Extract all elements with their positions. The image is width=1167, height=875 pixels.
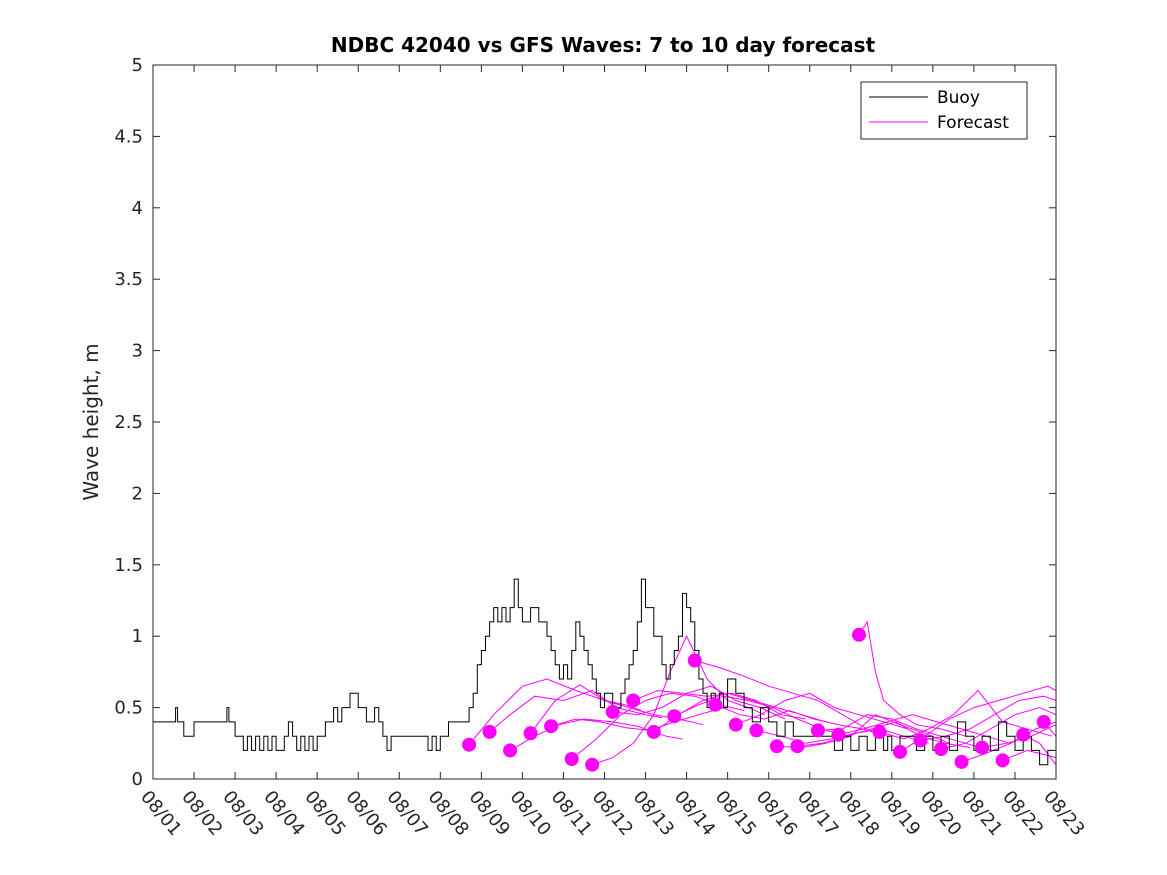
forecast-line [1002,749,1057,761]
forecast-line [735,692,909,730]
forecast-marker [646,724,661,739]
forecast-marker [1016,727,1031,742]
chart-title: NDBC 42040 vs GFS Waves: 7 to 10 day for… [331,33,876,57]
legend: Buoy Forecast [860,81,1028,140]
forecast-line [468,678,642,746]
x-tick-label: 08/17 [793,787,842,840]
forecast-marker [975,740,990,755]
forecast-marker [503,743,518,758]
buoy-series-group [153,578,1057,766]
forecast-line [715,704,888,737]
y-tick-label: 2.5 [114,412,143,433]
x-tick-label: 08/23 [1039,787,1088,840]
forecast-marker [708,697,723,712]
forecast-markers-group [462,627,1051,772]
forecast-marker [626,693,641,708]
y-tick-label: 5 [132,55,143,76]
x-tick-label: 08/04 [259,787,308,840]
forecast-line [858,620,966,737]
forecast-marker [769,739,784,754]
x-tick-label: 08/07 [382,787,431,840]
x-tick-label: 08/12 [588,787,637,840]
forecast-marker [667,709,682,724]
x-tick-label: 08/22 [998,787,1047,840]
y-tick-label: 4.5 [114,126,143,147]
forecast-marker [564,752,579,766]
y-tick-label: 0 [132,769,143,790]
forecast-marker [544,719,559,734]
forecast-marker [934,742,949,756]
x-tick-label: 08/14 [670,787,719,840]
x-tick-label: 08/15 [711,787,760,840]
forecast-marker [913,733,928,748]
forecast-marker [605,704,620,719]
x-tick-label: 08/10 [506,787,555,840]
forecast-line [838,714,1011,744]
legend-forecast-label: Forecast [937,113,1009,133]
forecast-line [899,685,1057,753]
forecast-marker [1036,714,1051,729]
forecast-marker [954,754,969,769]
y-tick-label: 3 [132,341,143,362]
x-tick-label: 08/19 [875,787,924,840]
x-tick-label: 08/20 [916,787,965,840]
x-tick-label: 08/06 [341,787,390,840]
forecast-line [592,635,765,766]
x-tick-label: 08/09 [465,787,514,840]
forecast-marker [728,717,743,732]
plot-area [153,65,1056,779]
legend-box [860,81,1028,140]
forecast-marker [585,757,600,772]
forecast-line [817,714,991,751]
x-tick-label: 08/21 [957,787,1006,840]
x-tick-label: 08/13 [629,787,678,840]
forecast-marker [893,744,907,759]
forecast-line [550,707,724,731]
y-axis-label: Wave height, m [79,343,103,500]
forecast-line [694,660,868,730]
forecast-marker [852,627,866,642]
y-tick-label: 1.5 [114,555,143,576]
y-tick-label: 0.5 [114,698,143,719]
forecast-marker [749,723,764,738]
forecast-marker [872,724,887,739]
forecast-line [509,718,683,751]
buoy-line [153,578,1057,766]
x-tick-label: 08/18 [834,787,883,840]
x-tick-label: 08/03 [218,787,267,840]
y-tick-label: 1 [132,626,143,647]
forecast-marker [523,726,538,741]
forecast-marker [790,739,805,754]
forecast-marker [810,723,825,738]
forecast-marker [995,753,1010,768]
legend-buoy-label: Buoy [937,88,980,108]
forecast-line [612,685,786,720]
x-tick-label: 08/05 [300,787,349,840]
forecast-marker [831,727,846,742]
y-axis: 0 0.5 1 1.5 2 2.5 3 3.5 4 4.5 5 [114,55,1056,790]
x-tick-label: 08/02 [177,787,226,840]
axes-box [152,64,1057,780]
x-tick-label: 08/16 [752,787,801,840]
y-tick-label: 4 [132,198,143,219]
y-tick-label: 2 [132,483,143,504]
x-tick-label: 08/11 [547,787,596,840]
x-tick-label: 08/01 [136,787,185,840]
forecast-marker [687,653,702,668]
x-tick-label: 08/08 [423,787,472,840]
forecast-marker [462,737,477,752]
y-tick-label: 3.5 [114,269,143,290]
forecast-marker [482,724,497,739]
